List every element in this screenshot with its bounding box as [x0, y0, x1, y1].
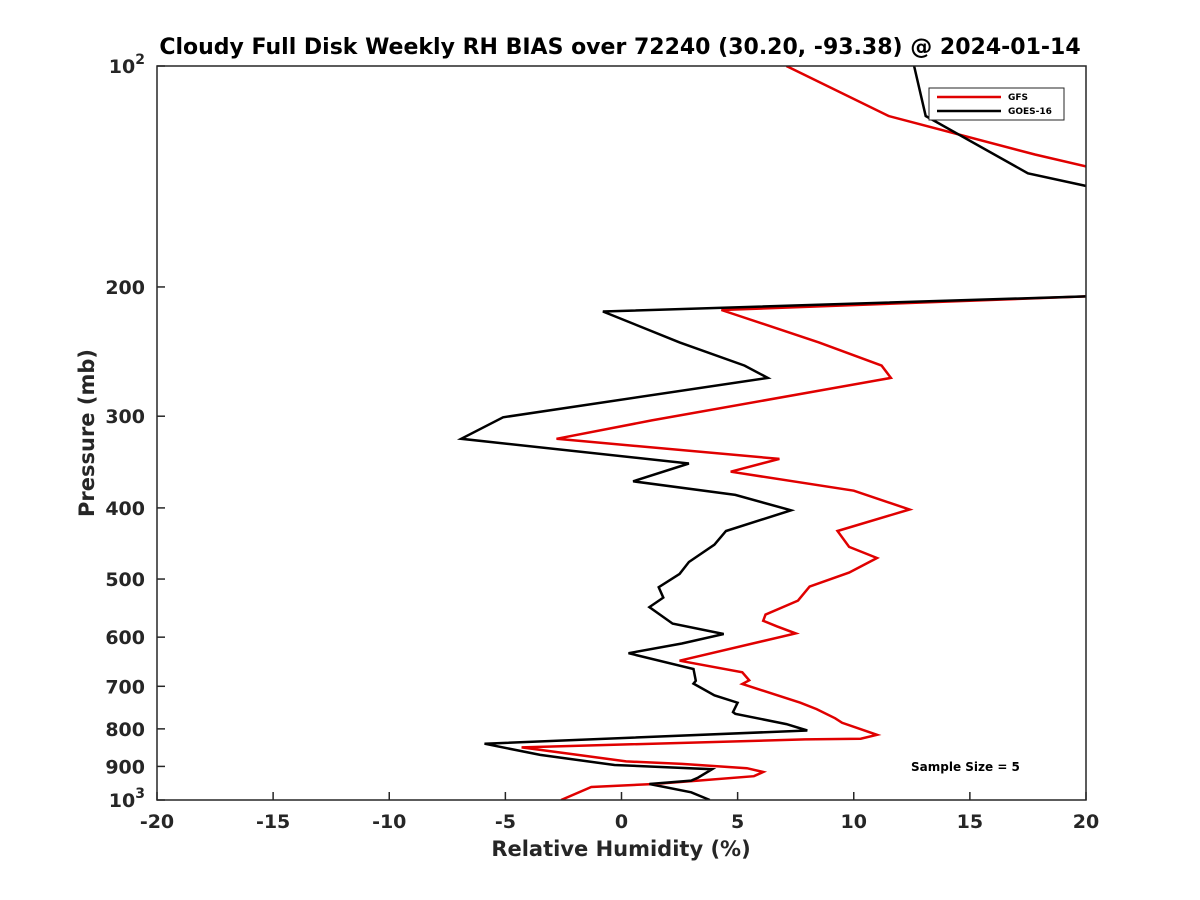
- y-tick-label: 300: [105, 406, 145, 428]
- sample-size-annotation: Sample Size = 5: [911, 760, 1020, 774]
- x-tick-label: 5: [731, 811, 744, 833]
- x-tick-label: -10: [372, 811, 406, 833]
- series-layer: [456, 66, 1086, 800]
- series-line-goes16: [456, 66, 1086, 800]
- x-tick-label: 20: [1073, 811, 1099, 833]
- legend: GFS GOES-16: [928, 87, 1065, 121]
- y-tick-label: 900: [105, 756, 145, 778]
- y-tick-exponent: 2: [135, 52, 145, 68]
- x-tick-label: -20: [140, 811, 174, 833]
- x-axis-label: Relative Humidity (%): [491, 837, 750, 861]
- y-tick-label: 700: [105, 676, 145, 698]
- y-axis-label: Pressure (mb): [75, 349, 99, 517]
- x-tick-label: 0: [615, 811, 628, 833]
- x-tick-label: 10: [841, 811, 867, 833]
- y-tick-label: 102: [109, 52, 145, 78]
- legend-box: [928, 87, 1065, 121]
- y-tick-base: 10: [109, 790, 135, 812]
- y-tick-exponent: 3: [135, 786, 145, 802]
- x-tick-label: -15: [256, 811, 290, 833]
- y-tick-label: 200: [105, 277, 145, 299]
- y-tick-base: 10: [109, 56, 135, 78]
- chart-title: Cloudy Full Disk Weekly RH BIAS over 722…: [159, 35, 1080, 60]
- plot-area: [156, 65, 1087, 801]
- series-line-gfs: [521, 66, 1086, 800]
- y-tick-label: 600: [105, 627, 145, 649]
- y-tick-label: 400: [105, 498, 145, 520]
- y-tick-label: 500: [105, 569, 145, 591]
- x-tick-label: 15: [957, 811, 983, 833]
- legend-label-goes16: GOES-16: [1008, 107, 1052, 117]
- y-tick-label: 103: [109, 786, 145, 812]
- x-tick-label: -5: [495, 811, 516, 833]
- legend-label-gfs: GFS: [1008, 93, 1028, 103]
- y-tick-label: 800: [105, 719, 145, 741]
- x-axis-ticks: -20 -15 -10 -5 0 5 10 15 20: [140, 792, 1099, 833]
